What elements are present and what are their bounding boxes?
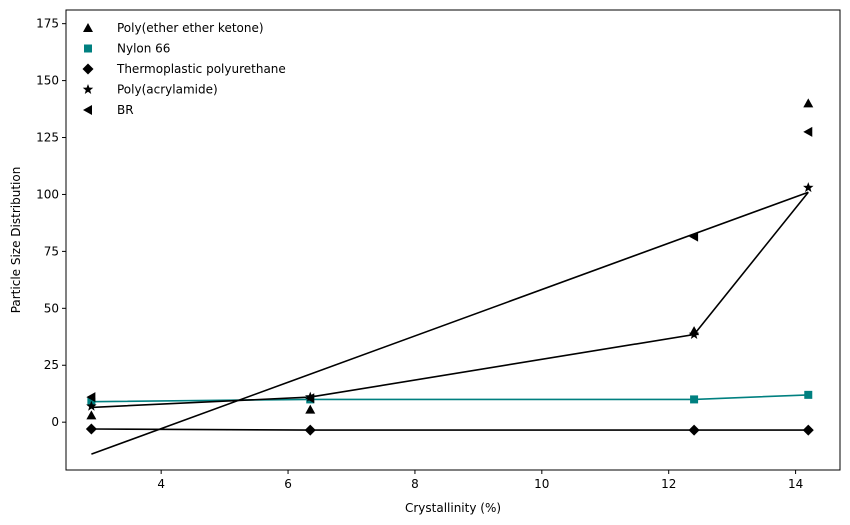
data-point-series-4	[803, 126, 813, 137]
data-point-series-0	[803, 98, 814, 108]
legend-marker-1	[84, 44, 92, 53]
legend-label-2: Thermoplastic polyurethane	[116, 62, 286, 76]
data-point-series-4	[689, 231, 699, 242]
y-tick-label: 0	[51, 415, 59, 429]
legend-label-4: BR	[117, 103, 134, 117]
legend-label-0: Poly(ether ether ketone)	[117, 21, 264, 35]
x-tick-label: 6	[284, 477, 292, 491]
data-point-series-1	[690, 395, 699, 404]
x-tick-label: 4	[157, 477, 165, 491]
data-point-series-1	[804, 390, 813, 399]
data-point-series-2	[688, 424, 700, 436]
legend-marker-3	[82, 84, 94, 94]
y-tick-label: 150	[36, 74, 59, 88]
series-line-0	[91, 394, 809, 403]
legend: Poly(ether ether ketone) Nylon 66 Thermopl…	[82, 21, 286, 117]
fit-lines	[91, 191, 809, 455]
data-point-series-2	[802, 424, 814, 436]
legend-marker-0	[83, 23, 93, 32]
x-tick-label: 10	[534, 477, 549, 491]
y-tick-label: 50	[44, 301, 59, 315]
data-points	[85, 98, 814, 436]
data-point-series-4	[305, 393, 315, 404]
legend-marker-4	[83, 105, 92, 115]
data-point-series-4	[86, 392, 96, 403]
y-tick-label: 125	[36, 131, 59, 145]
x-axis-ticks: 4 6 8 10 12 14	[157, 470, 803, 491]
x-tick-label: 12	[661, 477, 676, 491]
x-tick-label: 8	[411, 477, 419, 491]
legend-label-3: Poly(acrylamide)	[117, 83, 218, 97]
y-tick-label: 75	[44, 244, 59, 258]
legend-marker-2	[82, 63, 94, 75]
legend-label-1: Nylon 66	[117, 42, 170, 56]
plot-frame	[65, 9, 841, 471]
series-line-3	[91, 191, 809, 455]
series-line-1	[91, 428, 809, 431]
data-point-series-0	[86, 410, 97, 420]
y-tick-label: 100	[36, 187, 59, 201]
y-axis-ticks: 0 25 50 75 100 125 150 175	[36, 17, 66, 429]
data-point-series-2	[304, 424, 316, 436]
series-line-2	[91, 191, 809, 409]
x-tick-label: 14	[788, 477, 803, 491]
data-point-series-2	[85, 423, 97, 435]
data-point-series-3	[688, 329, 700, 339]
y-tick-label: 175	[36, 17, 59, 31]
x-axis-label: Crystallinity (%)	[405, 501, 501, 515]
data-point-series-3	[86, 400, 97, 411]
data-point-series-0	[305, 404, 316, 414]
y-axis-label: Particle Size Distribution	[9, 167, 23, 314]
y-tick-label: 25	[44, 358, 59, 372]
data-point-series-3	[803, 182, 814, 193]
